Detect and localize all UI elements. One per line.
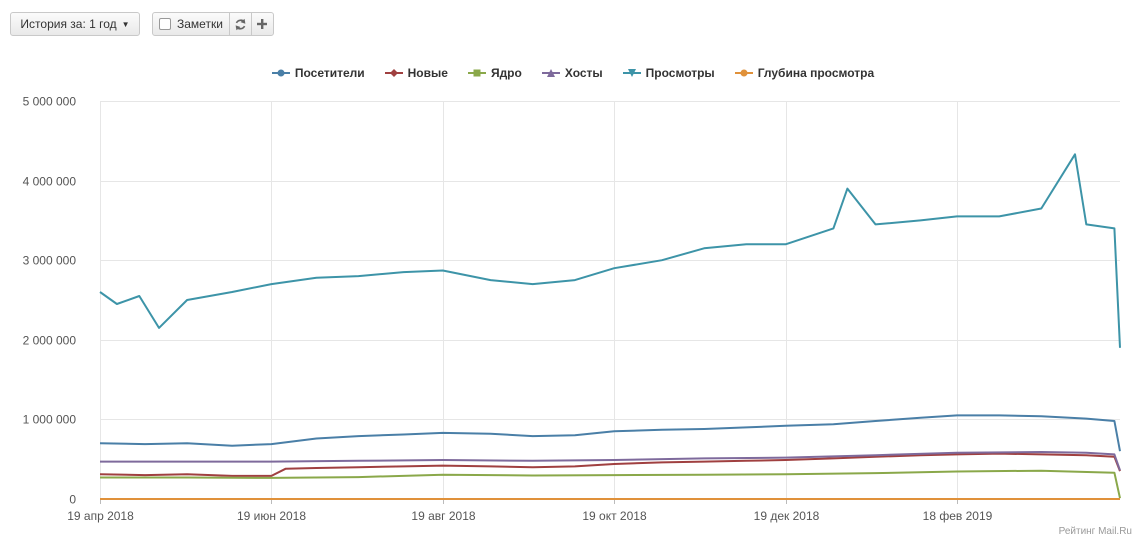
credit-text: Рейтинг Mail.Ru bbox=[1058, 526, 1132, 537]
chart-legend: Посетители Новые Ядро Хосты Просмотры Глубина… bbox=[0, 66, 1146, 80]
series-line-Ядро bbox=[100, 469, 1121, 499]
series-line-Посетители bbox=[99, 414, 1121, 452]
history-period-dropdown[interactable]: История за: 1 год ▼ bbox=[10, 12, 140, 36]
x-tick-label: 19 июн 2018 bbox=[237, 509, 306, 523]
y-tick-label: 2 000 000 bbox=[23, 334, 77, 348]
x-tick-label: 19 апр 2018 bbox=[67, 509, 134, 523]
x-tick-label: 19 авг 2018 bbox=[411, 509, 475, 523]
caret-down-icon: ▼ bbox=[121, 19, 130, 29]
y-tick-label: 5 000 000 bbox=[23, 95, 77, 109]
y-tick-label: 4 000 000 bbox=[23, 175, 77, 189]
legend-item[interactable]: Новые bbox=[384, 66, 448, 80]
refresh-icon bbox=[235, 18, 246, 30]
legend-marker-icon bbox=[541, 69, 560, 77]
legend-label: Хосты bbox=[564, 66, 603, 80]
history-period-label: История за: 1 год bbox=[20, 17, 117, 31]
notes-label: Заметки bbox=[177, 17, 223, 31]
legend-label: Новые bbox=[407, 66, 448, 80]
legend-label: Просмотры bbox=[645, 66, 715, 80]
notes-toggle[interactable]: Заметки bbox=[153, 13, 230, 35]
legend-label: Ядро bbox=[490, 66, 522, 80]
x-tick-label: 18 фев 2019 bbox=[923, 509, 993, 523]
legend-marker-icon bbox=[271, 69, 290, 77]
legend-marker-icon bbox=[384, 69, 403, 77]
legend-label: Глубина просмотра bbox=[757, 66, 875, 80]
y-tick-label: 1 000 000 bbox=[23, 413, 77, 427]
legend-label: Посетители bbox=[294, 66, 365, 80]
series-line-Хосты bbox=[100, 451, 1121, 471]
notes-checkbox[interactable] bbox=[159, 18, 171, 30]
series-line-Просмотры bbox=[99, 153, 1121, 348]
x-tick-label: 19 дек 2018 bbox=[754, 509, 820, 523]
legend-item[interactable]: Глубина просмотра bbox=[734, 66, 875, 80]
legend-item[interactable]: Ядро bbox=[467, 66, 522, 80]
add-button[interactable] bbox=[250, 13, 273, 35]
y-tick-label: 3 000 000 bbox=[23, 254, 77, 268]
legend-item[interactable]: Хосты bbox=[541, 66, 603, 80]
legend-item[interactable]: Просмотры bbox=[622, 66, 715, 80]
legend-marker-icon bbox=[622, 69, 641, 77]
y-tick-label: 0 bbox=[69, 493, 76, 507]
notes-control-group: Заметки bbox=[152, 12, 274, 36]
legend-marker-icon bbox=[734, 69, 753, 77]
refresh-button[interactable] bbox=[230, 13, 251, 35]
series-line-Новые bbox=[99, 452, 1121, 477]
legend-item[interactable]: Посетители bbox=[271, 66, 365, 80]
x-tick-label: 19 окт 2018 bbox=[582, 509, 647, 523]
plus-icon bbox=[257, 19, 268, 29]
legend-marker-icon bbox=[467, 69, 486, 77]
